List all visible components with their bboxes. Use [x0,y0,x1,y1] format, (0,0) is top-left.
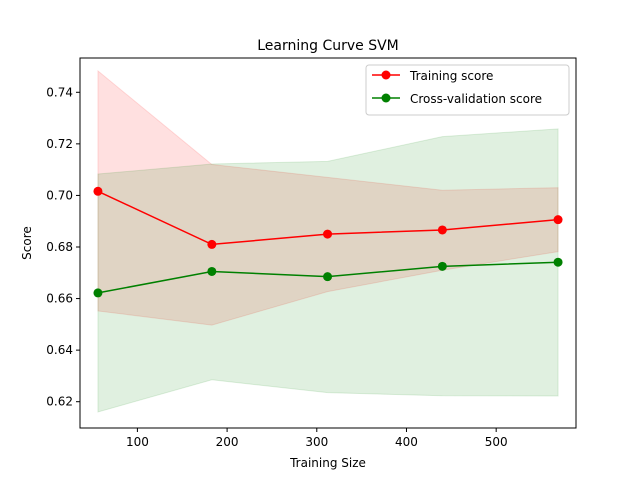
x-tick-label-2: 300 [305,435,328,449]
y-axis-label: Score [20,226,34,260]
x-tick-label-3: 400 [395,435,418,449]
point-series-1-4 [553,257,563,267]
band-series-0 [97,69,559,326]
point-series-1-3 [437,261,447,271]
legend: Training score Cross-validation score [365,64,570,116]
x-axis-ticks: 100 200 300 400 500 [126,428,508,449]
y-tick-label-1: 0.64 [46,343,73,357]
x-tick-label-0: 100 [126,435,149,449]
y-tick-label-5: 0.72 [46,137,73,151]
y-tick-label-6: 0.74 [46,85,73,99]
x-tick-label-4: 500 [485,435,508,449]
point-series-0-1 [207,239,217,249]
y-axis-ticks: 0.62 0.64 0.66 0.68 0.70 0.72 0.74 [46,85,80,409]
plot-area-frame [79,57,577,429]
point-series-0-3 [437,225,447,235]
point-series-1-2 [323,272,333,282]
point-series-1-0 [93,288,103,298]
legend-label-cv: Cross-validation score [410,92,542,106]
point-series-0-4 [553,215,563,225]
legend-label-training: Training score [409,69,493,83]
y-tick-label-2: 0.66 [46,292,73,306]
series-markers [93,186,563,298]
point-series-1-1 [207,266,217,276]
legend-box [365,64,570,116]
y-tick-label-0: 0.62 [46,395,73,409]
chart-title: Learning Curve SVM [257,38,399,54]
legend-marker-cv [381,93,391,103]
x-tick-label-1: 200 [216,435,239,449]
band-series-1 [97,128,559,413]
point-series-0-2 [323,229,333,239]
confidence-bands [97,69,559,413]
point-series-0-0 [93,186,103,196]
y-tick-label-4: 0.70 [46,188,73,202]
legend-marker-training [381,70,391,80]
y-tick-label-3: 0.68 [46,240,73,254]
x-axis-label: Training Size [289,456,366,470]
